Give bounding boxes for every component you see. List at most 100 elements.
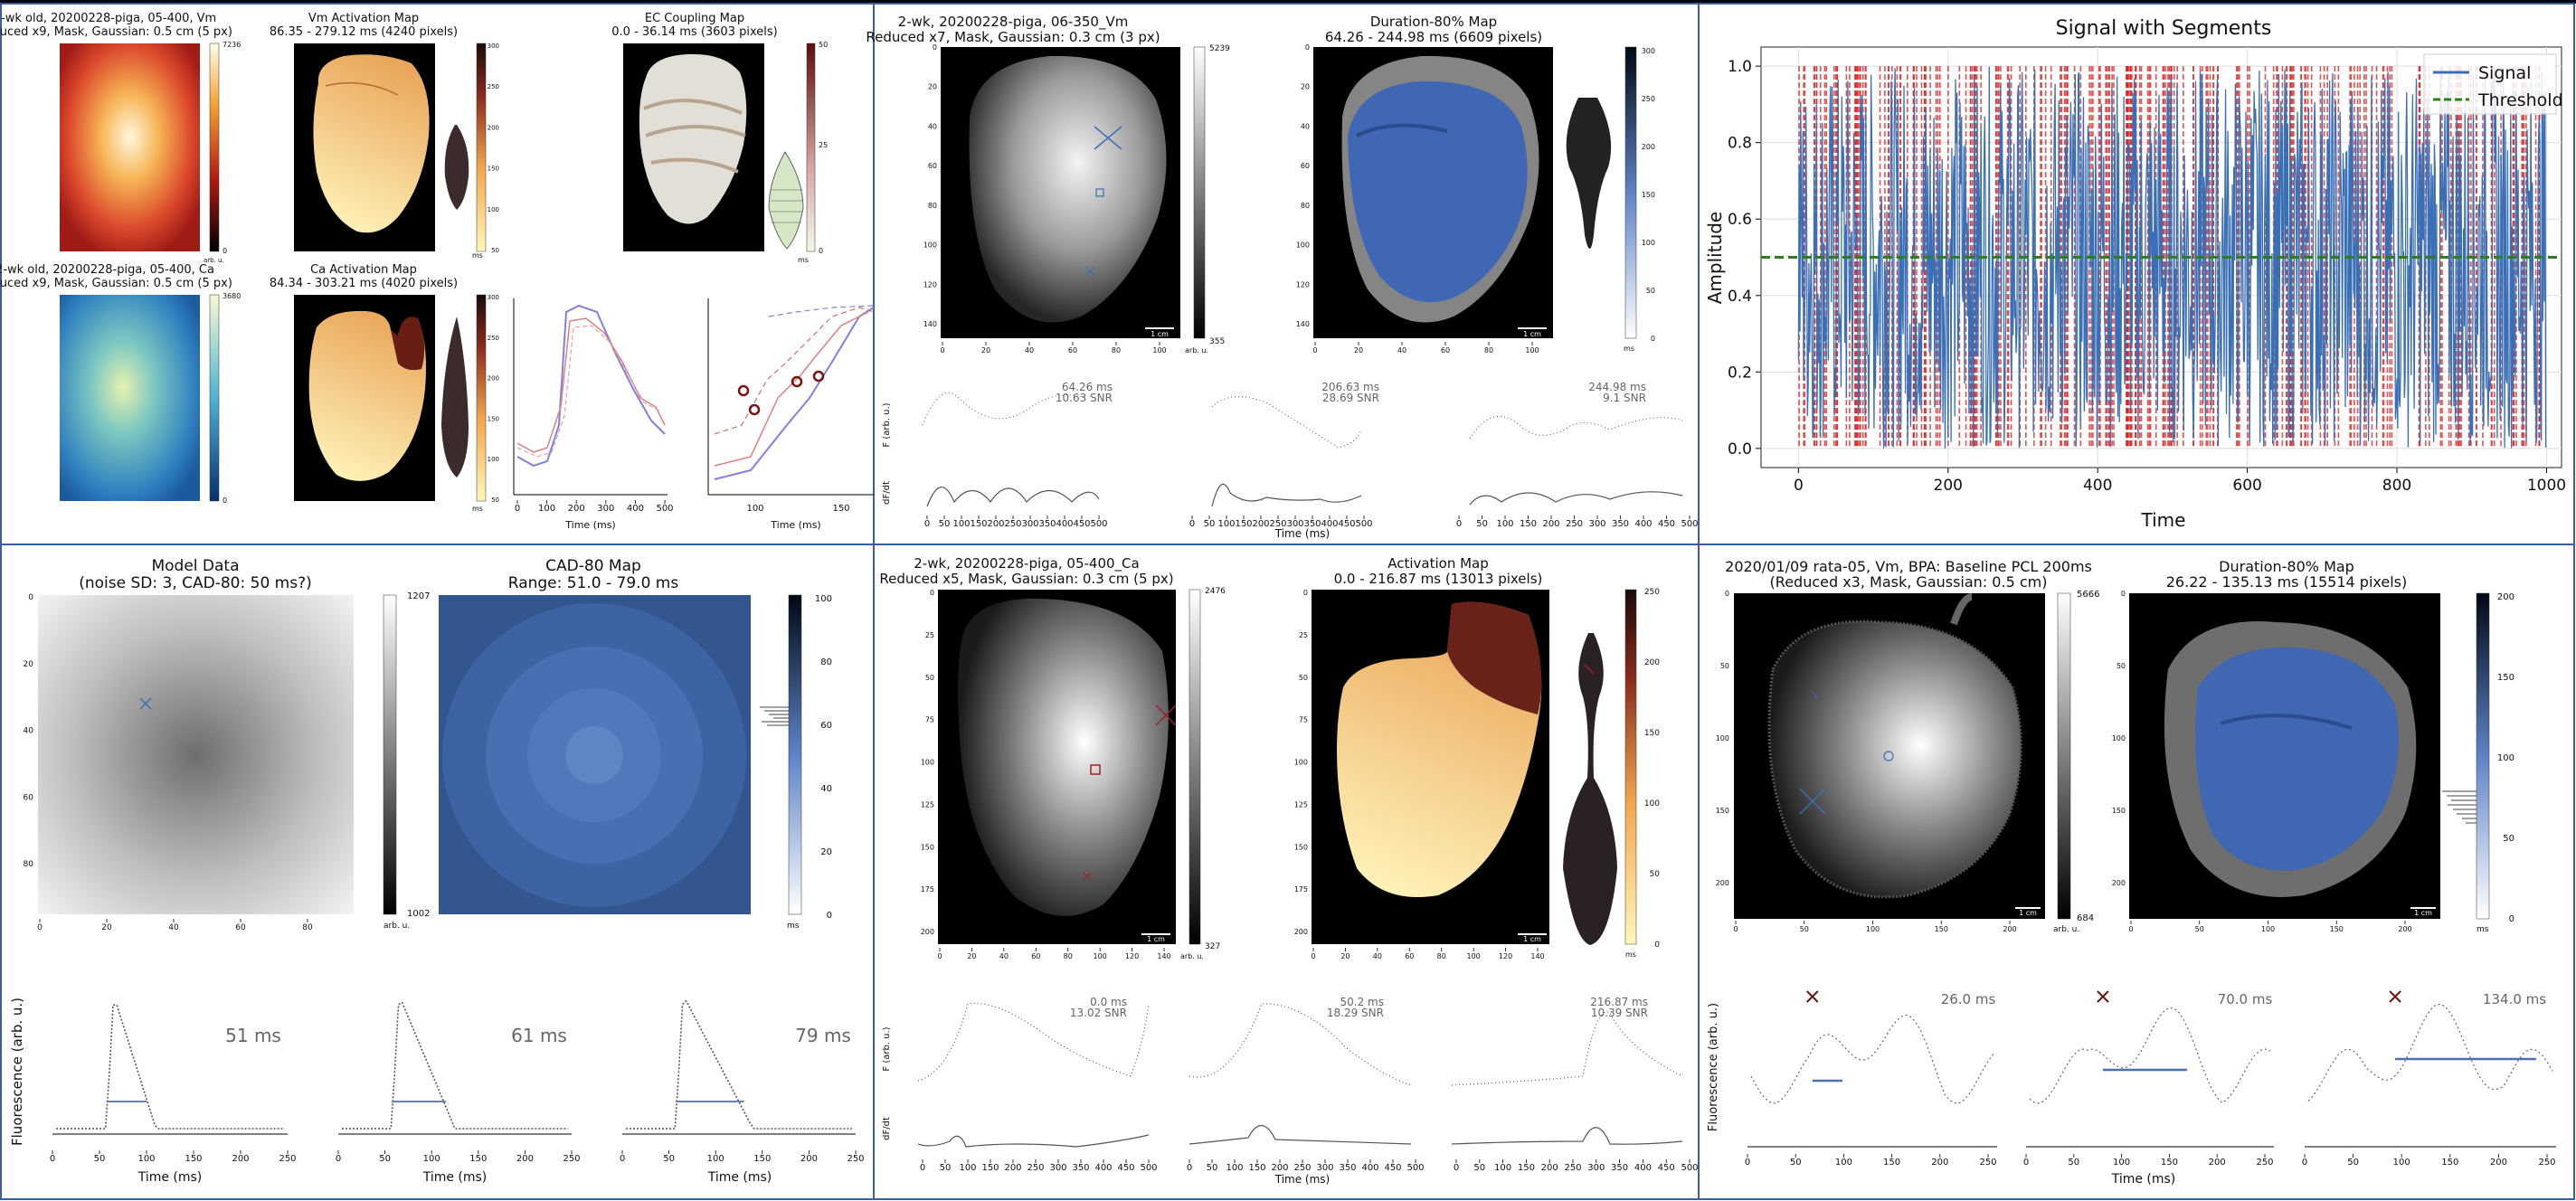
bm-trace-xticks: 0 50 100 150 200 250 300 350 400 450 500 0 50 100 150 2…: [920, 1159, 1699, 1173]
tm-title-line1: 2-wk, 20200228-piga, 06-350_Vm: [898, 14, 1129, 31]
bl-trace3-x-tick: 150: [753, 1154, 771, 1164]
tm-trace1-x-tick: 250: [1004, 519, 1021, 529]
bm-img-x-tick: 140: [1157, 952, 1170, 960]
bm-trace3-x-tick: 350: [1611, 1163, 1628, 1173]
tl-vm-activation-map: Vm Activation Map 86.35 - 279.12 ms (424…: [270, 12, 499, 260]
tr-xlabel: Time: [2141, 509, 2186, 531]
tl-trace-x-tick: 200: [568, 504, 585, 514]
tr-ylabel: Amplitude: [1704, 212, 1726, 305]
br-dur-cbar-tick: 200: [2497, 592, 2514, 602]
tm-trace3-x-tick: 300: [1588, 519, 1605, 529]
bm-trace-xlabel: Time (ms): [1274, 1173, 1331, 1186]
tm-dur-y-tick: 120: [1296, 280, 1310, 288]
bm-trace1-x-tick: 200: [1004, 1163, 1021, 1173]
tl-ca-cbar-min: 0: [223, 496, 227, 505]
tm-img-x-tick: 80: [1112, 346, 1121, 355]
tl-ec-cbar-unit: ms: [798, 256, 809, 264]
tr-legend: Signal Threshold: [2423, 53, 2563, 115]
bm-trace3-x-tick: 100: [1494, 1163, 1511, 1173]
br-img-y-tick: 150: [1716, 807, 1729, 815]
bm-trace2-x-tick: 500: [1406, 1163, 1424, 1173]
tl-ec-cbar-tick-0: 50: [819, 41, 828, 49]
bl-trace2-x-tick: 250: [563, 1154, 580, 1164]
br-img-y-tick: 0: [1725, 590, 1729, 598]
bm-img-y-tick: 75: [925, 716, 934, 724]
tl-ec-subtitle: 0.0 - 36.14 ms (3603 pixels): [611, 25, 777, 39]
bl-xlabel-2: Time (ms): [422, 1170, 488, 1185]
bl-xlabel-3: Time (ms): [707, 1170, 772, 1185]
bm-img-y-tick: 0: [930, 589, 934, 597]
bl-cad-cbar-tick: 60: [820, 721, 832, 731]
br-trace3-x-tick: 250: [2538, 1158, 2555, 1168]
tm-trace3-ms: 244.98 ms: [1588, 381, 1646, 393]
tl-zoom-plot: 100 150 Time (ms): [707, 298, 875, 531]
tm-dur-cbar-tick: 150: [1642, 191, 1655, 199]
bm-trace3-x-tick: 300: [1587, 1163, 1605, 1173]
bm-gray-cbar-unit: arb. u.: [1180, 952, 1204, 960]
tl-ca-cbar-max: 3680: [223, 292, 241, 300]
tm-dur-y-tick: 60: [1301, 162, 1310, 170]
bm-trace2-ms: 50.2 ms: [1340, 996, 1384, 1008]
tl-ec-title: EC Coupling Map: [645, 12, 744, 25]
bm-act-x-tick: 60: [1405, 952, 1414, 960]
bm-act-cbar-tick: 250: [1644, 588, 1660, 597]
bl-model-title: Model Data: [151, 557, 239, 575]
br-dur-x-tick: 50: [2195, 925, 2204, 933]
bl-img-x-tick: 40: [168, 923, 179, 932]
bm-trace2-x-tick: 100: [1226, 1163, 1243, 1173]
br-trace2-x-tick: 250: [2256, 1158, 2273, 1168]
bm-act-y-tick: 200: [1294, 928, 1308, 936]
br-trace2-x-tick: 100: [2113, 1158, 2130, 1168]
br-img-x-tick: 200: [2003, 925, 2016, 933]
bl-cad-map: CAD-80 Map Range: 51.0 - 79.0 ms 100 80 60…: [439, 557, 832, 931]
tm-trace2-x-tick: 100: [1217, 519, 1235, 529]
tr-signal-series: [1797, 66, 2547, 449]
tm-dur-y-tick: 40: [1301, 122, 1310, 130]
tl-vm-cbar-min: 0: [223, 247, 227, 255]
tr-xtick-label: 800: [2382, 477, 2411, 495]
tm-trace-xticks: 0 50 100 150 200 250 300 350 400 450 500 0 50 100 150 2…: [924, 515, 1699, 529]
bl-img-y-tick: 0: [28, 593, 33, 602]
bl-cad-colorbar: [788, 594, 802, 915]
bl-trace2-x-tick: 200: [516, 1154, 534, 1164]
tl-ca-image: 2-wk old, 20200228-piga, 05-400, Ca Redu…: [0, 263, 241, 505]
bl-trace1-x-tick: 0: [50, 1154, 55, 1164]
tm-trace3-x-tick: 500: [1681, 519, 1698, 529]
tm-trace1-x-tick: 200: [987, 519, 1004, 529]
br-img-x-tick: 100: [1866, 925, 1880, 933]
br-dur-x-tick: 100: [2261, 925, 2275, 933]
br-trace3-x-tick: 150: [2441, 1158, 2458, 1168]
tr-xtick-label: 200: [1934, 477, 1963, 495]
tm-img-x-tick: 20: [981, 346, 990, 355]
bm-act-y-tick: 25: [1299, 631, 1308, 639]
bm-act-x-tick: 140: [1530, 952, 1544, 960]
br-header: 2020/01/09 rata-05, Vm, BPA: Baseline PC…: [1725, 558, 2407, 591]
tl-vm-act-title: Vm Activation Map: [308, 12, 419, 25]
br-trace1-x-tick: 200: [1931, 1158, 1948, 1168]
tm-trace3-x-tick: 50: [1476, 519, 1488, 529]
tl-vm-act-cbar-tick: 100: [488, 206, 499, 213]
tm-img-y-tick: 120: [923, 280, 937, 288]
bm-trace1-x-tick: 500: [1140, 1163, 1157, 1173]
tm-trace1-x-tick: 350: [1038, 519, 1056, 529]
bl-img-x-tick: 0: [37, 923, 43, 932]
tr-legend-threshold: Threshold: [2477, 90, 2563, 110]
bm-act-title: Activation Map: [1387, 555, 1489, 572]
tm-trace2-x-tick: 500: [1355, 519, 1372, 529]
br-trace2-label: 70.0 ms: [2218, 991, 2273, 1007]
bl-cad-subtitle: Range: 51.0 - 79.0 ms: [508, 574, 679, 592]
br-trace3-x-tick: 50: [2347, 1158, 2359, 1168]
tl-zoom-xtick-0: 100: [746, 504, 763, 514]
tm-trace1-ms: 64.26 ms: [1062, 381, 1113, 393]
bm-act-x-tick: 100: [1467, 952, 1481, 960]
bm-trace1-x-tick: 50: [940, 1163, 952, 1173]
tl-zoom-xlabel: Time (ms): [770, 519, 820, 531]
bm-df-ylabel: dF/dt: [882, 1117, 892, 1140]
bl-gray-cbar-unit: arb. u.: [384, 922, 410, 931]
bm-img-x-tick: 20: [967, 952, 976, 960]
bm-f-ylabel: F (arb. u.): [882, 1026, 892, 1071]
bl-cad-cbar-tick: 20: [820, 847, 832, 857]
tl-ca-act-cbar-unit: ms: [472, 505, 483, 513]
bm-trace3-x-tick: 0: [1454, 1163, 1459, 1173]
bm-act-cbar-ticks: 250 200 150 100 50 0: [1644, 588, 1660, 950]
